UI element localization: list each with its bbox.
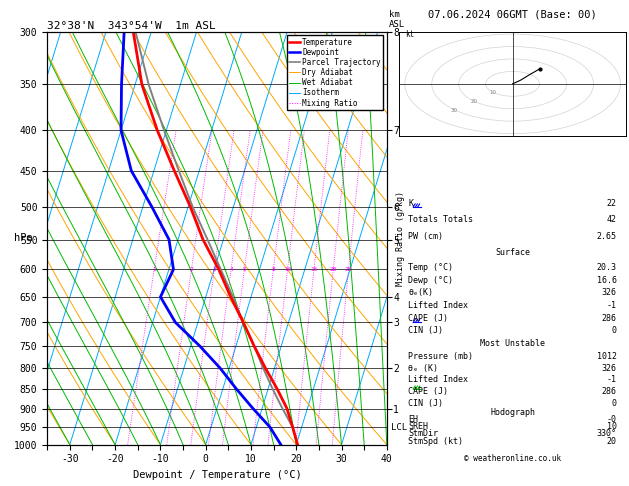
Legend: Temperature, Dewpoint, Parcel Trajectory, Dry Adiabat, Wet Adiabat, Isotherm, Mi: Temperature, Dewpoint, Parcel Trajectory… [287, 35, 383, 110]
Text: 0: 0 [612, 327, 617, 335]
Text: 4: 4 [229, 267, 233, 272]
Text: 20.3: 20.3 [597, 263, 617, 272]
Text: 10: 10 [490, 90, 497, 95]
Text: StmDir: StmDir [408, 430, 438, 438]
Text: Totals Totals: Totals Totals [408, 215, 474, 224]
Text: 15: 15 [310, 267, 318, 272]
Text: hPa: hPa [14, 233, 33, 243]
Text: Most Unstable: Most Unstable [480, 339, 545, 348]
Text: Pressure (mb): Pressure (mb) [408, 352, 474, 361]
Text: Temp (°C): Temp (°C) [408, 263, 454, 272]
Text: 20: 20 [607, 436, 617, 446]
Text: CIN (J): CIN (J) [408, 399, 443, 408]
Text: 10: 10 [284, 267, 291, 272]
Text: 07.06.2024 06GMT (Base: 00): 07.06.2024 06GMT (Base: 00) [428, 9, 597, 19]
Text: 22: 22 [607, 198, 617, 208]
Text: -1: -1 [607, 376, 617, 384]
Text: 42: 42 [607, 215, 617, 224]
Text: LCL: LCL [391, 423, 407, 432]
Text: 2: 2 [189, 267, 193, 272]
Text: kt: kt [405, 30, 414, 38]
Text: SREH: SREH [408, 422, 428, 431]
Text: 20: 20 [330, 267, 337, 272]
Text: PW (cm): PW (cm) [408, 231, 443, 241]
Text: K: K [408, 198, 413, 208]
Text: 326: 326 [602, 364, 617, 373]
Text: 1: 1 [152, 267, 156, 272]
Text: Surface: Surface [495, 248, 530, 257]
Text: © weatheronline.co.uk: © weatheronline.co.uk [464, 454, 561, 464]
Text: km
ASL: km ASL [389, 10, 405, 29]
Text: 16.6: 16.6 [597, 276, 617, 285]
Text: 25: 25 [345, 267, 352, 272]
Text: Mixing Ratio (g/kg): Mixing Ratio (g/kg) [396, 191, 405, 286]
Text: 8: 8 [272, 267, 276, 272]
Text: θₑ (K): θₑ (K) [408, 364, 438, 373]
Text: 0: 0 [612, 399, 617, 408]
Text: CAPE (J): CAPE (J) [408, 314, 448, 323]
Text: CAPE (J): CAPE (J) [408, 387, 448, 396]
Text: Lifted Index: Lifted Index [408, 301, 469, 310]
X-axis label: Dewpoint / Temperature (°C): Dewpoint / Temperature (°C) [133, 470, 301, 480]
Text: 30: 30 [451, 108, 458, 113]
Text: Dewp (°C): Dewp (°C) [408, 276, 454, 285]
Text: -0: -0 [607, 415, 617, 424]
Text: 2.65: 2.65 [597, 231, 617, 241]
Text: 32°38'N  343°54'W  1m ASL: 32°38'N 343°54'W 1m ASL [47, 21, 216, 31]
Text: 286: 286 [602, 387, 617, 396]
Text: EH: EH [408, 415, 418, 424]
Text: 5: 5 [243, 267, 247, 272]
Text: 20: 20 [470, 99, 477, 104]
Text: θₑ(K): θₑ(K) [408, 288, 433, 297]
Text: 1012: 1012 [597, 352, 617, 361]
Text: 326: 326 [602, 288, 617, 297]
Text: 10: 10 [607, 422, 617, 431]
Text: 286: 286 [602, 314, 617, 323]
Text: 3: 3 [213, 267, 216, 272]
Text: -1: -1 [607, 301, 617, 310]
Text: Lifted Index: Lifted Index [408, 376, 469, 384]
Text: CIN (J): CIN (J) [408, 327, 443, 335]
Text: StmSpd (kt): StmSpd (kt) [408, 436, 464, 446]
Text: 330°: 330° [597, 430, 617, 438]
Text: Hodograph: Hodograph [490, 408, 535, 417]
